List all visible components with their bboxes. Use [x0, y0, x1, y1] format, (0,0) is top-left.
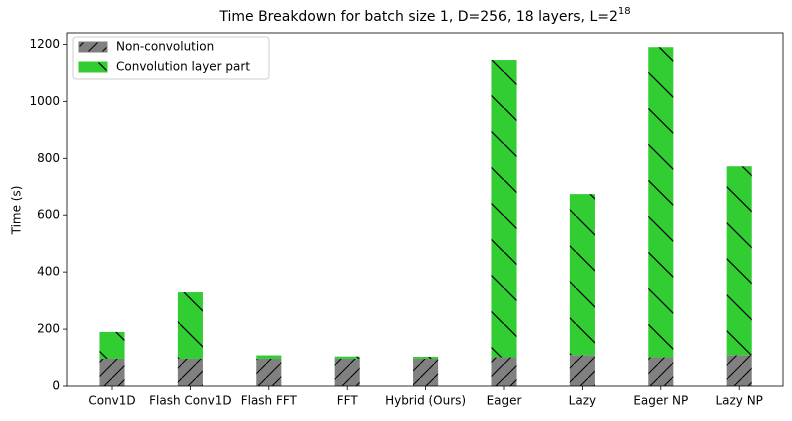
bar-segment [648, 357, 674, 386]
bar-segment [569, 194, 595, 356]
y-tick-label: 800 [37, 151, 60, 165]
x-tick-label: Flash FFT [241, 394, 298, 408]
bar-segment [726, 166, 752, 356]
bar-segment [648, 47, 674, 358]
bar-segment [334, 358, 360, 386]
y-tick-label: 1000 [29, 94, 60, 108]
x-tick-label: Flash Conv1D [149, 394, 232, 408]
x-tick-label: Eager NP [633, 394, 688, 408]
chart-title: Time Breakdown for batch size 1, D=256, … [218, 6, 630, 25]
plot-area: 0 200 400 600 800 1000 1200 Conv1D Flash Conv1D F… [29, 32, 784, 408]
legend-label: Convolution layer part [116, 60, 250, 74]
x-tick-label: Lazy NP [715, 394, 762, 408]
y-tick-label: 400 [37, 265, 60, 279]
axes-frame [66, 32, 784, 387]
legend: Non-convolution Convolution layer part [72, 36, 270, 80]
legend-label: Non-convolution [116, 40, 214, 54]
bar-segment [256, 358, 282, 386]
bar-segment [99, 358, 125, 386]
bar-segment [177, 292, 203, 359]
legend-swatch [78, 61, 108, 73]
y-axis-label: Time (s) [10, 186, 24, 236]
y-tick-label: 200 [37, 322, 60, 336]
x-tick-label: FFT [337, 394, 359, 408]
x-tick-label: Conv1D [88, 394, 135, 408]
bar-segment [413, 358, 439, 386]
y-tick-label: 600 [37, 208, 60, 222]
bar-segment [491, 60, 517, 358]
bar-segment [99, 331, 125, 359]
bar-segment [334, 356, 360, 359]
x-tick-label: Eager [487, 394, 522, 408]
x-tick-label: Hybrid (Ours) [385, 394, 466, 408]
bar-segment [491, 357, 517, 386]
bar-segment [413, 356, 439, 359]
bar-segment [569, 355, 595, 386]
x-tick-label: Lazy [569, 394, 596, 408]
bar-segment [177, 358, 203, 386]
legend-frame [72, 36, 270, 80]
y-tick-label: 1200 [29, 37, 60, 51]
legend-swatch [78, 41, 108, 53]
y-tick-label: 0 [52, 379, 60, 393]
bar-segment [726, 355, 752, 386]
bar-segment [256, 355, 282, 359]
